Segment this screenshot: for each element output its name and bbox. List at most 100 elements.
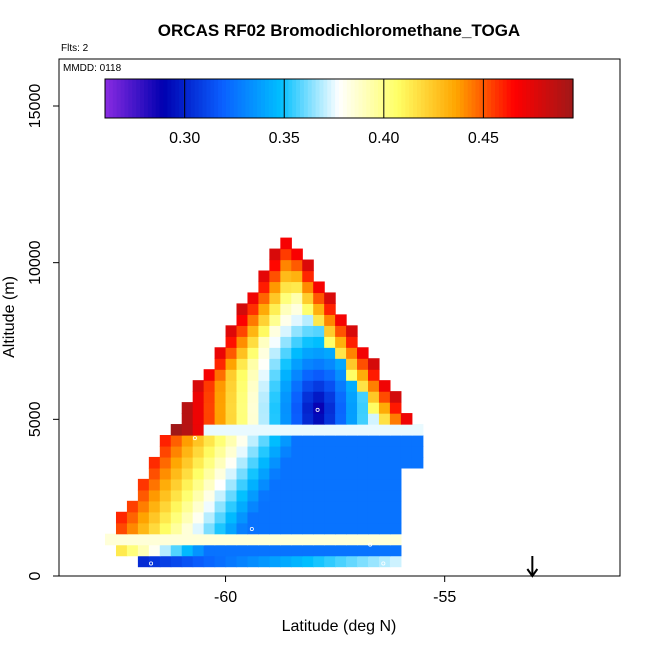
heatmap-cell: [367, 511, 380, 524]
heatmap-cell: [335, 380, 347, 392]
heatmap-cell: [148, 500, 161, 513]
heatmap-cell: [389, 511, 402, 524]
heatmap-cell: [346, 347, 358, 359]
heatmap-cell: [291, 555, 303, 568]
colorbar-tick-label: 0.30: [169, 130, 200, 147]
heatmap-cell: [357, 402, 369, 414]
heatmap-cell: [291, 435, 303, 447]
heatmap-cell: [269, 380, 281, 392]
colorbar-segment: [319, 79, 324, 118]
heatmap-cell: [291, 467, 303, 480]
heatmap-cell: [346, 467, 358, 480]
heatmap-cell: [258, 413, 270, 425]
heatmap-cell: [214, 500, 227, 513]
heatmap-cell: [280, 325, 292, 337]
heatmap-cell: [335, 511, 347, 524]
heatmap-cell: [324, 435, 336, 447]
heatmap-cell: [378, 380, 391, 392]
heatmap-cell: [214, 358, 227, 370]
heatmap-cell: [148, 555, 161, 568]
colorbar-segment: [105, 79, 110, 118]
heatmap-cell: [313, 336, 325, 348]
heatmap-cell: [247, 292, 260, 304]
heatmap-cell: [247, 456, 260, 469]
heatmap-cell: [115, 544, 128, 557]
colorbar-segment: [424, 79, 430, 118]
colorbar-segment: [530, 79, 535, 118]
colorbar-segment: [534, 79, 539, 118]
heatmap-cell: [159, 445, 172, 458]
heatmap-cell: [269, 467, 281, 480]
colorbar-segment: [436, 79, 441, 118]
heatmap-cell: [214, 391, 227, 403]
heatmap-cell: [269, 292, 281, 304]
heatmap-cell: [126, 522, 139, 535]
heatmap-cell: [258, 336, 270, 348]
heatmap-cell: [258, 500, 270, 513]
heatmap-cell: [411, 435, 424, 447]
heatmap-cell: [137, 533, 150, 546]
heatmap-cell: [324, 533, 336, 546]
colorbar-segment: [502, 79, 508, 118]
heatmap-cell: [214, 489, 227, 502]
heatmap-cell: [324, 325, 336, 337]
colorbar-segment: [159, 79, 165, 118]
heatmap-cell: [269, 435, 281, 447]
colorbar-segment: [261, 79, 266, 118]
heatmap-cell: [280, 369, 292, 381]
heatmap-cell: [280, 248, 292, 261]
heatmap-cell: [247, 555, 260, 568]
heatmap-cell: [346, 369, 358, 381]
heatmap-cell: [280, 347, 292, 359]
heatmap-cell: [214, 533, 227, 546]
heatmap-cell: [269, 522, 281, 535]
heatmap-cell: [389, 456, 402, 469]
heatmap-cell: [203, 478, 216, 491]
heatmap-cell: [258, 533, 270, 546]
heatmap-cell: [389, 522, 402, 535]
heatmap-cell: [357, 445, 369, 458]
heatmap-cell: [291, 489, 303, 502]
heatmap-cell: [346, 358, 358, 370]
heatmap-cell: [203, 424, 216, 436]
heatmap-cell: [313, 325, 325, 337]
heatmap-cell: [192, 456, 205, 469]
colorbar-segment: [136, 79, 141, 118]
colorbar-segment: [545, 79, 551, 118]
heatmap-cell: [192, 489, 205, 502]
heatmap-cell: [225, 511, 238, 524]
heatmap-cell: [148, 467, 161, 480]
heatmap-cell: [225, 380, 238, 392]
heatmap-cell: [357, 467, 369, 480]
heatmap-cell: [203, 391, 216, 403]
heatmap-cell: [367, 489, 380, 502]
heatmap-cell: [236, 413, 249, 425]
heatmap-cell: [291, 413, 303, 425]
heatmap-cell: [236, 336, 249, 348]
colorbar-segment: [179, 79, 184, 118]
heatmap-cell: [236, 303, 249, 315]
colorbar-segment: [257, 79, 262, 118]
heatmap-cell: [115, 533, 128, 546]
heatmap-cell: [389, 424, 402, 436]
colorbar-segment: [444, 79, 449, 118]
heatmap-cell: [225, 478, 238, 491]
heatmap-cell: [236, 380, 249, 392]
colorbar-segment: [331, 79, 336, 118]
heatmap-cell: [148, 489, 161, 502]
heatmap-cell: [280, 511, 292, 524]
colorbar-tick-label: 0.35: [269, 130, 300, 147]
heatmap-cell: [302, 489, 314, 502]
heatmap-cell: [236, 347, 249, 359]
heatmap-cell: [367, 380, 380, 392]
heatmap-cell: [367, 467, 380, 480]
colorbar-segment: [171, 79, 176, 118]
heatmap-cell: [192, 445, 205, 458]
colorbar-segment: [541, 79, 547, 118]
colorbar-segment: [526, 79, 531, 118]
heatmap-cell: [302, 533, 314, 546]
heatmap-cell: [192, 533, 205, 546]
colorbar-segment: [459, 79, 465, 118]
heatmap-cell: [247, 500, 260, 513]
